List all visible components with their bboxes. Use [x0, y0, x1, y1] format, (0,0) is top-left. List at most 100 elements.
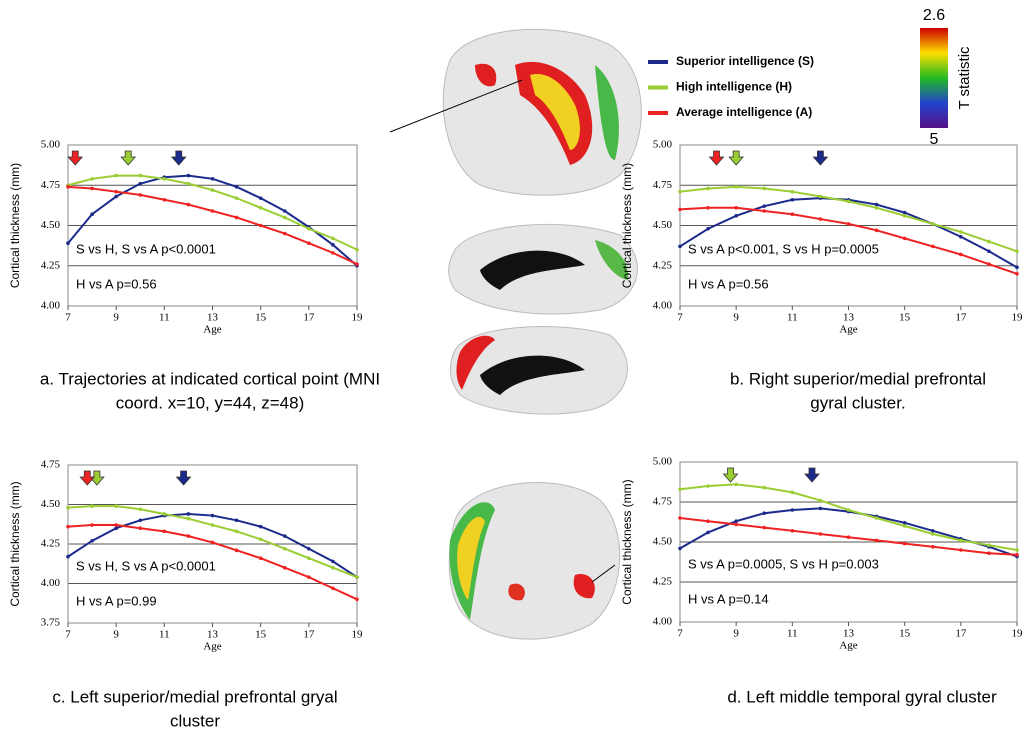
data-point	[903, 237, 907, 241]
data-point	[791, 491, 795, 495]
annotation: H vs A p=0.56	[688, 276, 769, 291]
data-point	[66, 241, 70, 245]
data-point	[355, 598, 359, 602]
data-point	[791, 198, 795, 202]
x-tick-label: 7	[65, 312, 71, 324]
data-point	[847, 508, 851, 512]
annotation: H vs A p=0.56	[76, 276, 157, 291]
x-tick-label: 13	[207, 629, 219, 641]
data-point	[331, 560, 335, 564]
data-point	[875, 229, 879, 233]
data-point	[138, 507, 142, 511]
x-tick-label: 7	[677, 312, 683, 324]
data-point	[1015, 553, 1019, 557]
brain-images	[390, 29, 641, 639]
data-point	[1015, 249, 1019, 253]
data-point	[114, 174, 118, 178]
data-point	[90, 177, 94, 181]
x-tick-label: 15	[899, 312, 911, 324]
annotation: H vs A p=0.99	[76, 593, 157, 608]
data-point	[211, 188, 215, 192]
peak-arrow	[172, 151, 186, 165]
data-point	[66, 506, 70, 510]
data-point	[283, 232, 287, 236]
caption: d. Left middle temporal gyral cluster	[727, 687, 997, 706]
data-point	[259, 206, 263, 210]
data-point	[762, 526, 766, 530]
data-point	[762, 204, 766, 208]
x-tick-label: 9	[733, 312, 739, 324]
legend-label: High intelligence (H)	[676, 80, 792, 94]
data-point	[847, 200, 851, 204]
data-point	[283, 216, 287, 220]
data-point	[959, 548, 963, 552]
y-tick-label: 4.00	[41, 577, 61, 589]
y-tick-label: 4.00	[653, 616, 673, 628]
y-tick-label: 5.00	[653, 139, 673, 151]
x-axis-label: Age	[203, 324, 221, 336]
peak-arrow	[177, 471, 191, 485]
data-point	[235, 519, 239, 523]
data-point	[187, 534, 191, 538]
colorbar	[920, 28, 948, 128]
y-tick-label: 4.00	[653, 300, 673, 312]
data-point	[187, 512, 191, 516]
data-point	[138, 526, 142, 530]
y-tick-label: 4.50	[41, 498, 61, 510]
data-point	[875, 539, 879, 543]
data-point	[1015, 272, 1019, 276]
x-tick-label: 17	[303, 629, 315, 641]
y-tick-label: 4.50	[653, 536, 673, 548]
data-point	[959, 253, 963, 257]
data-point	[66, 185, 70, 189]
data-point	[355, 262, 359, 266]
data-point	[163, 512, 167, 516]
data-point	[259, 556, 263, 560]
y-tick-label: 4.50	[653, 219, 673, 231]
data-point	[959, 539, 963, 543]
peak-arrow	[80, 471, 94, 485]
peak-arrow	[724, 468, 738, 482]
x-tick-label: 13	[843, 628, 855, 640]
peak-arrow	[729, 151, 743, 165]
caption: b. Right superior/medial prefrontal	[730, 369, 986, 388]
x-tick-label: 15	[255, 312, 267, 324]
data-point	[1015, 548, 1019, 552]
x-tick-label: 9	[733, 628, 739, 640]
data-point	[819, 507, 823, 511]
data-point	[259, 196, 263, 200]
data-point	[235, 185, 239, 189]
data-point	[66, 525, 70, 529]
annotation: H vs A p=0.14	[688, 591, 769, 606]
annotation: S vs A p<0.001, S vs H p=0.0005	[688, 241, 879, 256]
x-tick-label: 19	[352, 312, 364, 324]
data-point	[114, 523, 118, 527]
data-point	[138, 182, 142, 186]
data-point	[959, 235, 963, 239]
data-point	[987, 240, 991, 244]
data-point	[762, 486, 766, 490]
x-tick-label: 17	[955, 628, 967, 640]
data-point	[762, 187, 766, 191]
legend-label: Average intelligence (A)	[676, 105, 812, 119]
data-point	[163, 177, 167, 181]
x-tick-label: 13	[207, 312, 219, 324]
colorbar-top: 2.6	[923, 7, 945, 24]
data-point	[307, 547, 311, 551]
data-point	[307, 227, 311, 231]
x-tick-label: 15	[899, 628, 911, 640]
data-point	[903, 521, 907, 525]
y-tick-label: 5.00	[41, 139, 61, 151]
y-tick-label: 4.75	[653, 179, 673, 191]
x-tick-label: 11	[159, 629, 170, 641]
data-point	[931, 532, 935, 536]
data-point	[903, 214, 907, 218]
x-tick-label: 19	[1012, 628, 1024, 640]
x-tick-label: 13	[843, 312, 855, 324]
data-point	[187, 517, 191, 521]
data-point	[706, 206, 710, 210]
data-point	[211, 177, 215, 181]
data-point	[235, 549, 239, 553]
data-point	[734, 523, 738, 527]
series-line	[680, 508, 1017, 556]
